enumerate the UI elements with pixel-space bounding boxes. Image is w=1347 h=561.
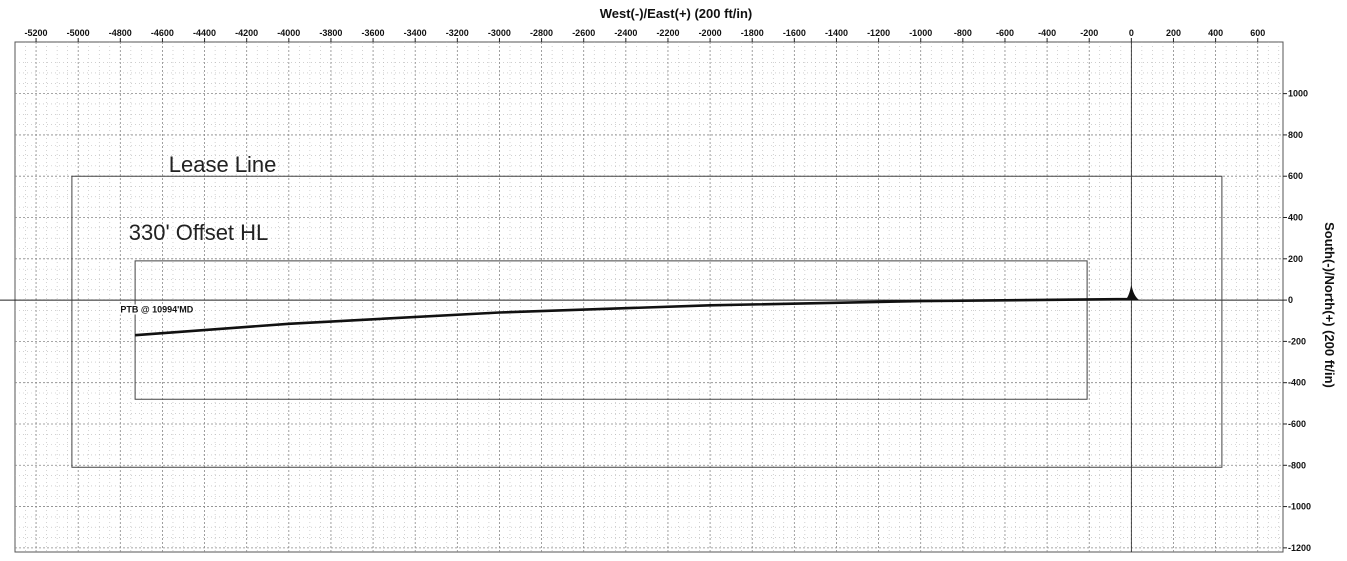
y-tick-label: 0 bbox=[1288, 295, 1293, 305]
x-tick-label: -4000 bbox=[277, 28, 300, 38]
x-tick-label: -1200 bbox=[867, 28, 890, 38]
x-tick-label: -1800 bbox=[741, 28, 764, 38]
x-tick-label: -3400 bbox=[404, 28, 427, 38]
y-tick-label: -600 bbox=[1288, 419, 1306, 429]
x-tick-label: -2000 bbox=[699, 28, 722, 38]
x-tick-label: -4800 bbox=[109, 28, 132, 38]
x-tick-label: -2400 bbox=[614, 28, 637, 38]
x-axis-title: West(-)/East(+) (200 ft/in) bbox=[600, 6, 753, 21]
x-tick-label: -600 bbox=[996, 28, 1014, 38]
x-tick-label: -4200 bbox=[235, 28, 258, 38]
x-tick-label: 200 bbox=[1166, 28, 1181, 38]
x-tick-label: -3800 bbox=[319, 28, 342, 38]
annotation-label: Lease Line bbox=[169, 152, 277, 177]
y-tick-label: 800 bbox=[1288, 130, 1303, 140]
x-tick-label: -4400 bbox=[193, 28, 216, 38]
x-tick-label: -2800 bbox=[530, 28, 553, 38]
x-tick-label: -1600 bbox=[783, 28, 806, 38]
x-tick-label: -3600 bbox=[362, 28, 385, 38]
x-tick-label: -5200 bbox=[25, 28, 48, 38]
annotation-label: PTB @ 10994'MD bbox=[120, 304, 193, 314]
boundary-polygon-0 bbox=[71, 175, 1223, 468]
x-tick-label: -5000 bbox=[67, 28, 90, 38]
y-tick-label: -200 bbox=[1288, 336, 1306, 346]
x-tick-label: -800 bbox=[954, 28, 972, 38]
data-layer: Lease Line 330' Offset HL PTB @ 10994'MD bbox=[71, 152, 1223, 468]
annotation-label: 330' Offset HL bbox=[129, 220, 269, 245]
tick-labels: -5200 -5000 -4800 -4600 -4400 -4200 -4000 -3800… bbox=[25, 28, 1311, 553]
plot-frame bbox=[14, 41, 1284, 553]
y-tick-label: -1000 bbox=[1288, 502, 1311, 512]
x-tick-label: -3000 bbox=[488, 28, 511, 38]
y-tick-label: -800 bbox=[1288, 460, 1306, 470]
x-tick-label: -1400 bbox=[825, 28, 848, 38]
y-tick-label: 400 bbox=[1288, 213, 1303, 223]
x-tick-label: 600 bbox=[1250, 28, 1265, 38]
x-tick-label: 0 bbox=[1129, 28, 1134, 38]
x-tick-label: -200 bbox=[1080, 28, 1098, 38]
x-tick-label: -1000 bbox=[909, 28, 932, 38]
y-tick-label: 600 bbox=[1288, 171, 1303, 181]
annotation-background bbox=[119, 304, 195, 315]
x-tick-label: -3200 bbox=[446, 28, 469, 38]
y-tick-label: 1000 bbox=[1288, 89, 1308, 99]
y-tick-label: 200 bbox=[1288, 254, 1303, 264]
boundary-polygon-1 bbox=[134, 260, 1088, 400]
x-tick-label: -400 bbox=[1038, 28, 1056, 38]
x-tick-label: -4600 bbox=[151, 28, 174, 38]
surface-location-marker bbox=[1125, 284, 1140, 301]
x-tick-label: -2200 bbox=[656, 28, 679, 38]
y-tick-label: -400 bbox=[1288, 378, 1306, 388]
x-tick-label: 400 bbox=[1208, 28, 1223, 38]
y-tick-label: -1200 bbox=[1288, 543, 1311, 553]
y-axis-title: South(-)/North(+) (200 ft/in) bbox=[1322, 222, 1337, 388]
x-tick-label: -2600 bbox=[572, 28, 595, 38]
